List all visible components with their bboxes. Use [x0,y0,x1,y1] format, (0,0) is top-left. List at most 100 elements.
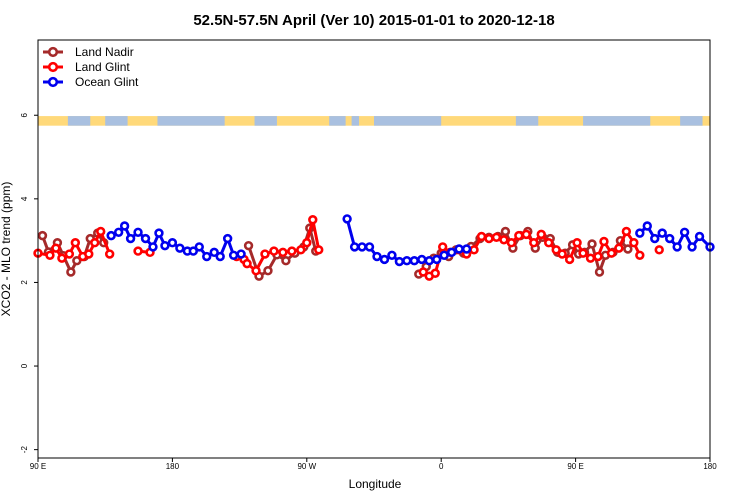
data-point [557,249,567,259]
data-point [90,238,100,248]
legend-marker [47,61,59,73]
data-point [394,256,405,267]
x-tick-label: 180 [166,462,180,471]
legend-label: Land Nadir [75,45,134,59]
data-point [242,258,252,269]
data-point [364,242,375,252]
data-point [635,250,645,260]
x-tick-label: 90 W [297,462,316,471]
data-point [236,249,246,259]
plot-frame [37,39,711,459]
series-line [638,224,712,249]
data-point [269,246,279,256]
data-point [587,239,597,249]
data-point [222,233,233,244]
data-point [687,242,697,252]
data-point [51,243,61,253]
data-point [657,228,667,238]
data-point [642,221,652,231]
data-point [349,242,360,252]
data-point [402,256,412,266]
data-point [476,231,487,242]
data-point [500,226,511,237]
data-point [72,256,82,266]
x-tick-label: 180 [703,462,717,471]
strip-ocean [680,116,703,126]
strip-ocean [351,116,360,126]
data-point [679,227,690,237]
data-point [461,244,472,254]
data-point [119,221,130,231]
data-point [614,243,624,253]
data-point [629,238,639,248]
chart-title: 52.5N-57.5N April (Ver 10) 2015-01-01 to… [193,12,554,29]
data-point [96,226,106,237]
series-ocean-glint [106,214,715,267]
data-point [650,233,660,244]
data-point [154,228,164,238]
data-point [424,256,434,266]
y-tick-label: 0 [20,363,29,368]
data-point [672,242,682,252]
data-point [439,250,449,260]
data-point [437,242,448,252]
data-point [621,226,632,237]
data-point [430,268,440,278]
data-point [104,249,115,259]
data-point [664,233,675,244]
y-axis-label: XCO2 - MLO trend (ppm) [0,182,13,317]
data-point [57,253,67,263]
data-point [572,238,582,248]
y-tick-label: 6 [20,112,29,117]
data-point [551,245,561,255]
x-tick-label: 90 E [30,462,46,471]
data-point [593,251,603,262]
data-point [536,229,546,240]
data-point [202,251,212,262]
data-point [263,266,273,276]
legend-label: Land Glint [75,60,130,74]
strip-ocean [583,116,651,126]
data-point [66,267,76,277]
data-point [635,228,645,238]
data-point [215,251,225,262]
data-point [106,230,116,241]
data-point [499,235,509,245]
data-point [281,256,291,266]
data-point [64,249,75,259]
data-point [484,233,494,244]
data-point [251,266,261,276]
data-point [446,247,457,258]
data-point [243,240,254,251]
data-point [606,248,617,258]
data-point [302,238,312,248]
data-point [45,250,55,260]
data-point [194,242,204,252]
legend-marker [47,46,59,58]
x-axis-label: Longitude [349,477,402,491]
data-point [544,238,554,248]
data-point [387,250,397,260]
data-point [623,244,633,254]
data-point [160,240,170,251]
data-point [514,230,524,241]
data-point [506,238,517,248]
data-point [409,256,420,266]
data-point [308,215,318,225]
data-point [125,233,136,244]
data-point [454,244,464,254]
data-point [564,254,575,265]
data-point [357,242,367,252]
data-point [228,250,239,260]
land-ocean-strip [38,116,710,126]
data-point [175,243,185,253]
data-point [432,254,442,265]
data-point [594,267,605,277]
data-point [133,227,143,237]
strip-ocean [374,116,442,126]
data-point [342,214,352,224]
x-tick-label: 90 E [567,462,583,471]
data-point [578,248,588,258]
